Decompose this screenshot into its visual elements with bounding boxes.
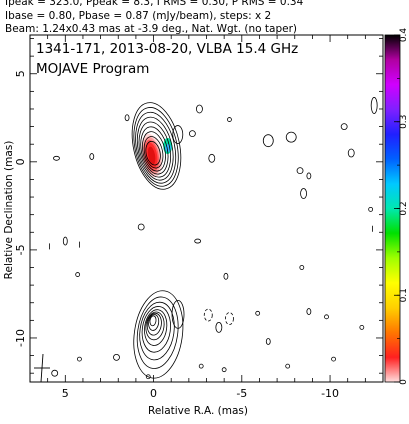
header-line-2: Ibase = 0.80, Pbase = 0.87 (mJy/beam), s… bbox=[5, 10, 272, 22]
lower-contour-0 bbox=[149, 315, 157, 327]
noise-contour-12 bbox=[370, 97, 378, 114]
header-line-1: Ipeak = 323.0, Ppeak = 8.3, I RMS = 0.30… bbox=[5, 0, 304, 8]
x-tick-label: 0 bbox=[150, 387, 157, 400]
core-fill-4 bbox=[147, 146, 156, 165]
plot-title-line-1: 1341-171, 2013-08-20, VLBA 15.4 GHz bbox=[36, 41, 298, 57]
noise-contour-31 bbox=[145, 374, 151, 380]
core-contour-8 bbox=[131, 102, 182, 190]
lower-contour-3 bbox=[145, 311, 165, 341]
noise-contour-22 bbox=[265, 338, 271, 345]
y-tick-label: -5 bbox=[14, 244, 27, 255]
noise-contour-26 bbox=[331, 356, 336, 362]
colorbar: 0 0.1 0.2 0.3 0.4 bbox=[384, 28, 409, 385]
lower-contour-5 bbox=[141, 306, 171, 353]
noise-contour-18 bbox=[75, 272, 81, 277]
noise-contour-0 bbox=[53, 155, 60, 161]
core-contour-1 bbox=[143, 136, 164, 169]
y-tick-label: 0 bbox=[14, 158, 27, 165]
noise-contour-23 bbox=[306, 308, 312, 315]
y-tick-label: -10 bbox=[14, 329, 27, 347]
x-axis-label: Relative R.A. (mas) bbox=[148, 405, 248, 417]
core-contour-2 bbox=[142, 131, 166, 172]
noise-contour-15 bbox=[299, 265, 305, 270]
noise-contour-29 bbox=[198, 363, 204, 369]
x-tick-label: 5 bbox=[62, 387, 69, 400]
noise-contour-9 bbox=[296, 167, 304, 175]
lower-contour-1 bbox=[148, 314, 160, 331]
noise-contour-14 bbox=[300, 188, 307, 199]
noise-contour-24 bbox=[324, 314, 329, 320]
core-contour-5 bbox=[136, 116, 174, 181]
noise-contour-1 bbox=[89, 153, 95, 160]
negative-contour-0 bbox=[225, 312, 234, 325]
header-line-3: Beam: 1.24x0.43 mas at -3.9 deg., Nat. W… bbox=[5, 23, 298, 35]
noise-contour-33 bbox=[368, 206, 374, 212]
core-contour-4 bbox=[138, 121, 171, 178]
x-tick-label: -5 bbox=[236, 387, 247, 400]
core-contour-6 bbox=[135, 111, 177, 184]
noise-contour-20 bbox=[223, 272, 229, 280]
noise-contour-30 bbox=[113, 353, 120, 361]
colorbar-tick-label: 0.1 bbox=[399, 288, 409, 302]
lower-contour-7 bbox=[136, 296, 179, 369]
noise-contour-17 bbox=[62, 236, 68, 246]
colorbar-tick-label: 0 bbox=[399, 379, 409, 385]
y-tick-label: 5 bbox=[14, 70, 27, 77]
negative-contour-1 bbox=[203, 308, 213, 322]
colorbar-tick-label: 0.2 bbox=[399, 201, 409, 215]
noise-contour-35 bbox=[255, 310, 261, 316]
plot-frame bbox=[29, 34, 384, 383]
x-tick-label: -10 bbox=[321, 387, 339, 400]
lower-contour-8 bbox=[133, 290, 184, 379]
noise-contour-34 bbox=[51, 369, 59, 377]
noise-contour-3 bbox=[188, 130, 196, 138]
noise-contour-11 bbox=[347, 148, 355, 158]
lower-side-contour bbox=[171, 299, 185, 329]
noise-contour-6 bbox=[227, 117, 232, 122]
noise-contour-19 bbox=[194, 238, 202, 244]
contours-layer bbox=[34, 97, 378, 383]
noise-contour-4 bbox=[208, 153, 216, 163]
noise-contour-16 bbox=[137, 223, 145, 231]
noise-contour-32 bbox=[77, 356, 82, 362]
core-contour-0 bbox=[145, 140, 161, 166]
lower-contour-6 bbox=[139, 301, 175, 361]
colorbar-tick-label: 0.3 bbox=[399, 115, 409, 129]
noise-contour-25 bbox=[359, 324, 365, 330]
noise-contour-21 bbox=[215, 321, 223, 333]
axes-layer: 5 0 -5 -10 5 0 -5 -10 bbox=[14, 35, 384, 400]
plot-border bbox=[29, 34, 384, 383]
beam-minor-axis bbox=[40, 353, 44, 383]
plot-title-line-2: MOJAVE Program bbox=[36, 61, 149, 77]
core-side-contour bbox=[172, 125, 184, 144]
noise-contour-13 bbox=[306, 172, 312, 180]
noise-contour-2 bbox=[124, 114, 130, 122]
noise-contour-10 bbox=[340, 123, 348, 130]
noise-contour-5 bbox=[196, 104, 203, 114]
colorbar-tick-label: 0.4 bbox=[399, 28, 409, 43]
core-contour-3 bbox=[140, 126, 169, 175]
noise-contour-7 bbox=[262, 134, 274, 148]
noise-contour-8 bbox=[285, 131, 297, 143]
lower-contour-4 bbox=[144, 309, 168, 346]
lower-contour-2 bbox=[146, 312, 162, 336]
y-axis-label: Relative Declination (mas) bbox=[3, 141, 15, 280]
noise-contour-27 bbox=[285, 363, 291, 369]
noise-contour-28 bbox=[221, 367, 227, 373]
core-contour-7 bbox=[133, 107, 179, 187]
